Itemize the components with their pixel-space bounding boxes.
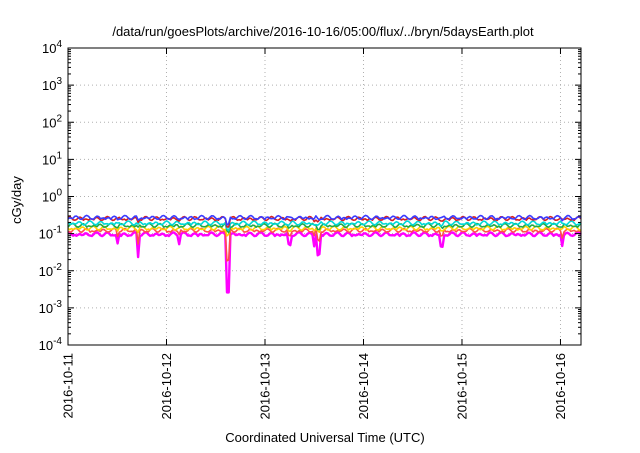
- x-tick-label: 2016-10-14: [356, 353, 371, 420]
- series-line: [67, 220, 582, 232]
- x-tick-label: 2016-10-12: [159, 353, 174, 420]
- chart-title: /data/run/goesPlots/archive/2016-10-16/0…: [112, 24, 534, 39]
- y-axis-ticks: 10-4 10-3 10-2 10-1 100 101 102 103 104: [39, 39, 581, 353]
- y-tick-label: 10-1: [39, 225, 63, 242]
- y-axis-title: cGy/day: [9, 176, 24, 224]
- x-tick-label: 2016-10-15: [454, 353, 469, 420]
- series-line: [67, 214, 582, 226]
- series-line: [68, 230, 582, 294]
- x-tick-label: 2016-10-13: [257, 353, 272, 420]
- x-axis-title: Coordinated Universal Time (UTC): [225, 430, 424, 445]
- y-tick-label: 10-2: [39, 262, 63, 279]
- x-tick-label: 2016-10-16: [553, 353, 568, 420]
- y-tick-label: 100: [42, 188, 62, 205]
- x-tick-label: 2016-10-11: [61, 353, 76, 419]
- y-tick-label: 102: [42, 113, 62, 130]
- y-tick-label: 103: [42, 76, 62, 93]
- y-tick-label: 10-3: [39, 299, 63, 316]
- series-lines: [67, 214, 582, 294]
- y-tick-label: 10-4: [39, 336, 63, 353]
- x-axis-ticks: 2016-10-11 2016-10-12 2016-10-13 2016-10-14…: [61, 48, 568, 420]
- y-tick-label: 101: [42, 150, 62, 167]
- y-tick-label: 104: [42, 39, 62, 56]
- grid: [68, 48, 581, 345]
